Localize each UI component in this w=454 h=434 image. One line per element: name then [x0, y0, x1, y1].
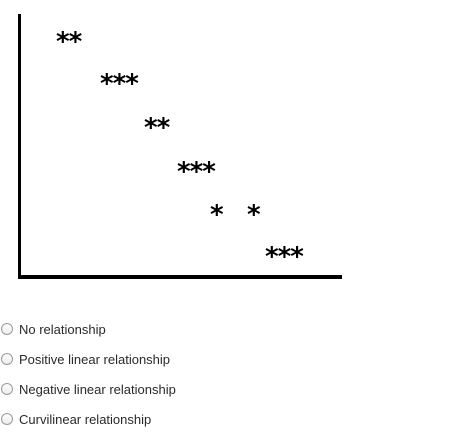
option-label: Curvilinear relationship: [19, 411, 152, 427]
option-label: Negative linear relationship: [19, 381, 176, 397]
radio-button[interactable]: [1, 323, 13, 335]
radio-button[interactable]: [1, 383, 13, 395]
asterisk-mark-5: *: [210, 200, 224, 230]
asterisk-mark-2: ***: [100, 69, 139, 99]
option-curvilinear[interactable]: Curvilinear relationship: [0, 404, 454, 434]
x-axis-line: [18, 275, 342, 279]
option-label: No relationship: [19, 321, 106, 337]
option-negative-linear[interactable]: Negative linear relationship: [0, 374, 454, 404]
asterisk-mark-4: ***: [177, 157, 216, 187]
radio-button[interactable]: [1, 353, 13, 365]
asterisk-mark-6: *: [247, 200, 261, 230]
option-positive-linear[interactable]: Positive linear relationship: [0, 344, 454, 374]
option-no-relationship[interactable]: No relationship: [0, 314, 454, 344]
option-label: Positive linear relationship: [19, 351, 171, 367]
radio-button[interactable]: [1, 413, 13, 425]
asterisk-mark-1: **: [56, 27, 82, 57]
scatter-plot-figure: ** *** ** *** * * ***: [18, 14, 342, 279]
y-axis-line: [18, 14, 21, 279]
asterisk-mark-3: **: [144, 113, 170, 143]
answer-options: No relationship Positive linear relation…: [0, 314, 454, 434]
asterisk-mark-7: ***: [265, 242, 304, 272]
